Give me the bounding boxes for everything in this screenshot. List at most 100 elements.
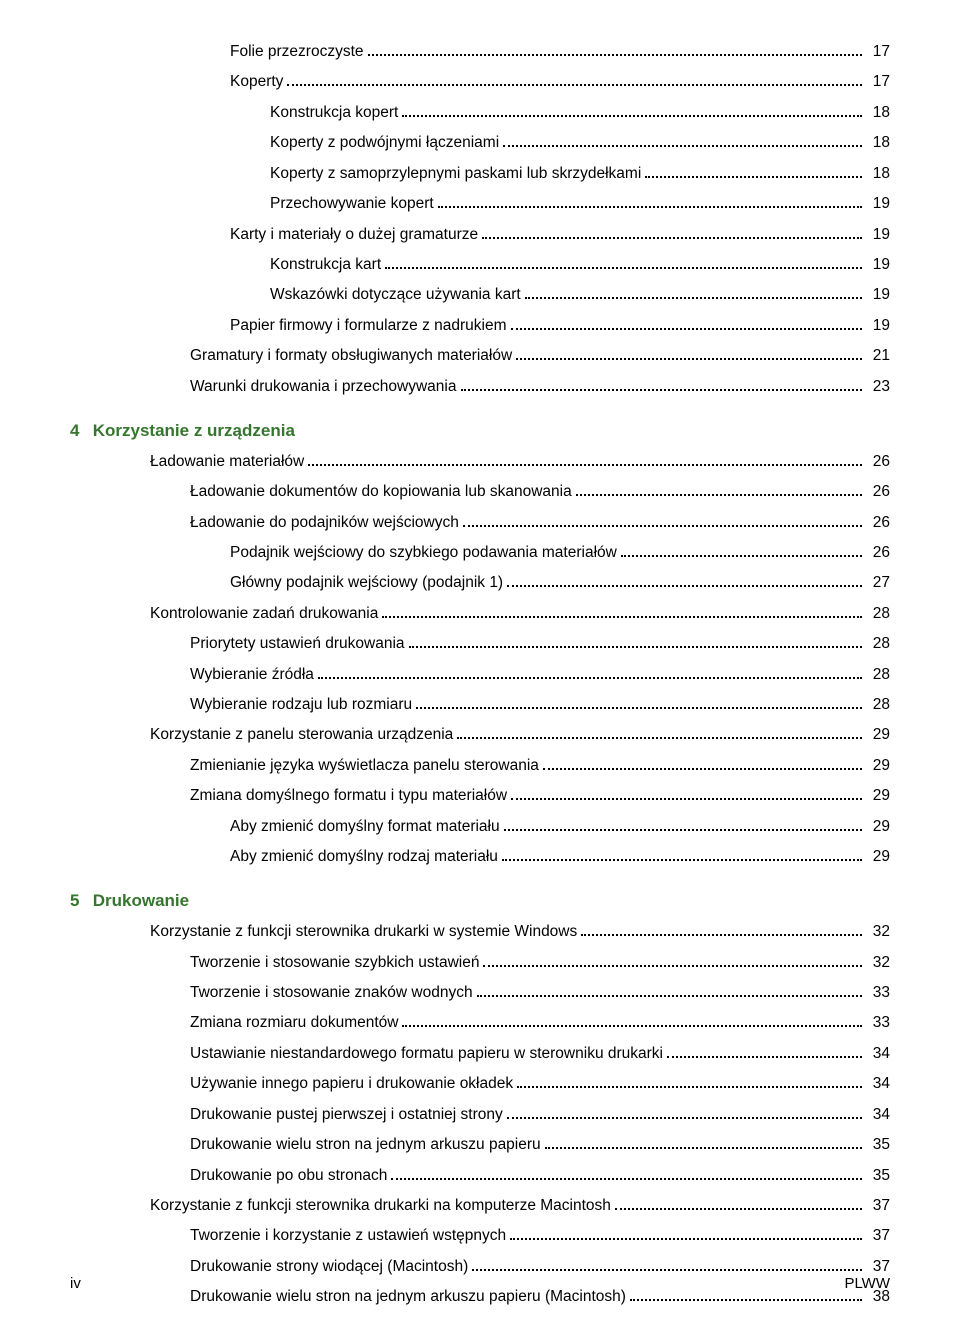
toc-entry-page: 26 [866, 513, 890, 534]
toc-entry[interactable]: Konstrukcja kart19 [70, 255, 890, 276]
toc-entry[interactable]: Karty i materiały o dużej gramaturze19 [70, 225, 890, 246]
toc-entry-label: Drukowanie wielu stron na jednym arkuszu… [190, 1135, 541, 1156]
toc-entry-page: 35 [866, 1166, 890, 1187]
toc-entry-page: 34 [866, 1074, 890, 1095]
toc-entry-page: 28 [866, 634, 890, 655]
toc-entry[interactable]: Zmiana domyślnego formatu i typu materia… [70, 786, 890, 807]
toc-leader-dots [667, 1056, 862, 1058]
toc-entry[interactable]: Wskazówki dotyczące używania kart19 [70, 285, 890, 306]
toc-entry[interactable]: Tworzenie i stosowanie znaków wodnych33 [70, 983, 890, 1004]
toc-entry-label: Tworzenie i stosowanie znaków wodnych [190, 983, 473, 1004]
toc-entry-page: 32 [866, 922, 890, 943]
toc-entry[interactable]: Folie przezroczyste17 [70, 42, 890, 63]
toc-entry[interactable]: Wybieranie rodzaju lub rozmiaru28 [70, 695, 890, 716]
toc-entry[interactable]: Ładowanie do podajników wejściowych26 [70, 513, 890, 534]
toc-leader-dots [391, 1178, 862, 1180]
toc-entry[interactable]: Koperty17 [70, 72, 890, 93]
toc-entry-label: Zmiana rozmiaru dokumentów [190, 1013, 398, 1034]
toc-leader-dots [463, 525, 862, 527]
toc-leader-dots [457, 737, 862, 739]
toc-leader-dots [368, 54, 862, 56]
toc-entry[interactable]: Ustawianie niestandardowego formatu papi… [70, 1044, 890, 1065]
toc-leader-dots [402, 115, 862, 117]
toc-entry-label: Koperty z podwójnymi łączeniami [270, 133, 499, 154]
toc-entry-label: Aby zmienić domyślny rodzaj materiału [230, 847, 498, 868]
toc-entry[interactable]: Konstrukcja kopert18 [70, 103, 890, 124]
toc-leader-dots [525, 297, 862, 299]
toc-entry[interactable]: Kontrolowanie zadań drukowania28 [70, 604, 890, 625]
toc-entry-label: Zmiana domyślnego formatu i typu materia… [190, 786, 507, 807]
toc-entry[interactable]: Główny podajnik wejściowy (podajnik 1)27 [70, 573, 890, 594]
toc-entry[interactable]: Drukowanie pustej pierwszej i ostatniej … [70, 1105, 890, 1126]
toc-section-title: Korzystanie z urządzenia [93, 421, 295, 440]
toc-leader-dots [645, 176, 862, 178]
toc-leader-dots [308, 464, 862, 466]
toc-entry[interactable]: Drukowanie po obu stronach35 [70, 1166, 890, 1187]
toc-entry-page: 35 [866, 1135, 890, 1156]
toc-leader-dots [502, 859, 862, 861]
toc-entry[interactable]: Tworzenie i stosowanie szybkich ustawień… [70, 953, 890, 974]
toc-entry-label: Korzystanie z panelu sterowania urządzen… [150, 725, 453, 746]
toc-entry-page: 19 [866, 225, 890, 246]
toc-section-number: 5 [70, 890, 88, 912]
footer-code: PLWW [844, 1275, 890, 1292]
toc-entry-label: Tworzenie i stosowanie szybkich ustawień [190, 953, 479, 974]
toc-entry[interactable]: Koperty z podwójnymi łączeniami 18 [70, 133, 890, 154]
toc-entry[interactable]: Korzystanie z funkcji sterownika drukark… [70, 922, 890, 943]
toc-entry-label: Priorytety ustawień drukowania [190, 634, 405, 655]
toc-entry[interactable]: Warunki drukowania i przechowywania23 [70, 377, 890, 398]
toc-entry[interactable]: Ładowanie dokumentów do kopiowania lub s… [70, 482, 890, 503]
toc-entry[interactable]: Aby zmienić domyślny format materiału29 [70, 817, 890, 838]
toc-entry[interactable]: Aby zmienić domyślny rodzaj materiału 29 [70, 847, 890, 868]
page: Folie przezroczyste17 Koperty17 Konstrukcj… [0, 0, 960, 1332]
toc-entry[interactable]: Korzystanie z funkcji sterownika drukark… [70, 1196, 890, 1217]
toc-entry-label: Koperty z samoprzylepnymi paskami lub sk… [270, 164, 641, 185]
toc-entry-page: 18 [866, 133, 890, 154]
toc-entry[interactable]: Zmienianie języka wyświetlacza panelu st… [70, 756, 890, 777]
toc-entry[interactable]: Drukowanie wielu stron na jednym arkuszu… [70, 1135, 890, 1156]
toc-entry[interactable]: Gramatury i formaty obsługiwanych materi… [70, 346, 890, 367]
toc-entry[interactable]: Priorytety ustawień drukowania 28 [70, 634, 890, 655]
toc-entry-page: 19 [866, 285, 890, 306]
toc-entry-page: 28 [866, 695, 890, 716]
toc-entry-label: Przechowywanie kopert [270, 194, 434, 215]
toc-entry[interactable]: Koperty z samoprzylepnymi paskami lub sk… [70, 164, 890, 185]
toc-entry[interactable]: Papier firmowy i formularze z nadrukiem1… [70, 316, 890, 337]
toc-entry-page: 32 [866, 953, 890, 974]
toc-entry[interactable]: Ładowanie materiałów26 [70, 452, 890, 473]
toc-leader-dots [287, 84, 862, 86]
toc-entry-page: 19 [866, 194, 890, 215]
toc-entry[interactable]: Podajnik wejściowy do szybkiego podawani… [70, 543, 890, 564]
toc-leader-dots [504, 829, 862, 831]
toc-entry-label: Ustawianie niestandardowego formatu papi… [190, 1044, 663, 1065]
toc-entry-page: 29 [866, 847, 890, 868]
toc-entry-page: 27 [866, 573, 890, 594]
toc-entry-label: Korzystanie z funkcji sterownika drukark… [150, 922, 577, 943]
toc-entry[interactable]: Używanie innego papieru i drukowanie okł… [70, 1074, 890, 1095]
toc-leader-dots [630, 1299, 862, 1301]
table-of-contents: Folie przezroczyste17 Koperty17 Konstrukcj… [70, 42, 890, 1308]
toc-entry[interactable]: Wybieranie źródła28 [70, 665, 890, 686]
toc-entry-label: Konstrukcja kart [270, 255, 381, 276]
toc-leader-dots [511, 798, 862, 800]
toc-entry-label: Folie przezroczyste [230, 42, 364, 63]
toc-leader-dots [507, 1117, 862, 1119]
toc-entry-page: 28 [866, 604, 890, 625]
toc-entry[interactable]: Przechowywanie kopert 19 [70, 194, 890, 215]
toc-entry-label: Używanie innego papieru i drukowanie okł… [190, 1074, 513, 1095]
toc-entry[interactable]: Zmiana rozmiaru dokumentów33 [70, 1013, 890, 1034]
toc-leader-dots [507, 585, 862, 587]
toc-leader-dots [615, 1208, 862, 1210]
toc-leader-dots [318, 677, 862, 679]
toc-entry[interactable]: Korzystanie z panelu sterowania urządzen… [70, 725, 890, 746]
toc-section-title: Drukowanie [93, 891, 189, 910]
toc-leader-dots [516, 358, 862, 360]
toc-entry[interactable]: Tworzenie i korzystanie z ustawień wstęp… [70, 1226, 890, 1247]
toc-section-heading: 4 Korzystanie z urządzenia [70, 420, 890, 442]
toc-entry-label: Papier firmowy i formularze z nadrukiem [230, 316, 507, 337]
toc-entry-page: 29 [866, 756, 890, 777]
toc-leader-dots [438, 206, 862, 208]
toc-entry-label: Podajnik wejściowy do szybkiego podawani… [230, 543, 617, 564]
toc-entry-label: Wybieranie źródła [190, 665, 314, 686]
toc-leader-dots [482, 237, 862, 239]
